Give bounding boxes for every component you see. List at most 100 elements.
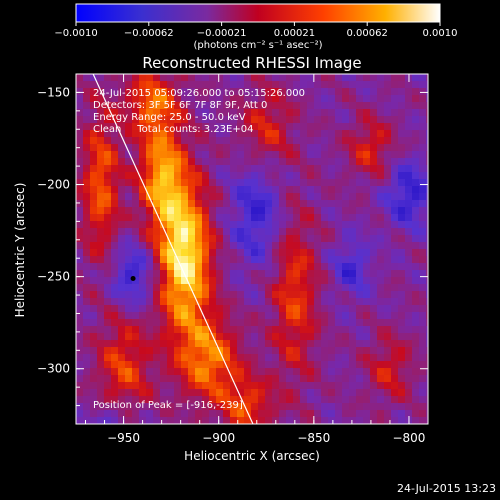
heatmap-cell xyxy=(272,284,280,292)
heatmap-cell xyxy=(300,144,308,152)
heatmap-cell xyxy=(349,368,357,376)
heatmap-cell xyxy=(195,277,203,285)
heatmap-cell xyxy=(188,319,196,327)
heatmap-cell xyxy=(202,361,210,369)
heatmap-cell xyxy=(76,193,84,201)
heatmap-cell xyxy=(272,305,280,313)
heatmap-cell xyxy=(314,270,322,278)
heatmap-cell xyxy=(104,144,112,152)
heatmap-cell xyxy=(167,165,175,173)
heatmap-cell xyxy=(195,88,203,96)
heatmap-cell xyxy=(258,144,266,152)
heatmap-cell xyxy=(377,102,385,110)
heatmap-cell xyxy=(307,165,315,173)
heatmap-cell xyxy=(146,144,154,152)
heatmap-cell xyxy=(104,270,112,278)
heatmap-cell xyxy=(202,207,210,215)
heatmap-cell xyxy=(426,305,428,313)
heatmap-cell xyxy=(356,214,364,222)
heatmap-cell xyxy=(307,375,315,383)
heatmap-cell xyxy=(370,242,378,250)
heatmap-cell xyxy=(230,410,238,418)
heatmap-cell xyxy=(335,151,343,159)
heatmap-cell xyxy=(405,326,413,334)
heatmap-cell xyxy=(286,74,294,82)
heatmap-cell xyxy=(293,81,301,89)
heatmap-cell xyxy=(314,312,322,320)
heatmap-cell xyxy=(76,109,84,117)
heatmap-cell xyxy=(97,361,105,369)
heatmap-cell xyxy=(405,193,413,201)
heatmap-cell xyxy=(167,396,175,404)
heatmap-cell xyxy=(307,417,315,424)
heatmap-cell xyxy=(300,228,308,236)
heatmap-cell xyxy=(167,326,175,334)
heatmap-cell xyxy=(125,361,133,369)
heatmap-cell xyxy=(251,81,259,89)
heatmap-cell xyxy=(153,214,161,222)
heatmap-cell xyxy=(209,403,217,411)
heatmap-cell xyxy=(286,165,294,173)
heatmap-cell xyxy=(181,375,189,383)
heatmap-cell xyxy=(97,305,105,313)
heatmap-cell xyxy=(398,277,406,285)
heatmap-cell xyxy=(244,207,252,215)
heatmap-cell xyxy=(153,417,161,424)
heatmap-cell xyxy=(265,116,273,124)
heatmap-cell xyxy=(412,81,420,89)
heatmap-cell xyxy=(118,102,126,110)
heatmap-cell xyxy=(230,263,238,271)
heatmap-cell xyxy=(202,417,210,424)
heatmap-cell xyxy=(356,375,364,383)
heatmap-cell xyxy=(412,389,420,397)
heatmap-cell xyxy=(307,347,315,355)
heatmap-cell xyxy=(83,305,91,313)
heatmap-cell xyxy=(426,242,428,250)
heatmap-cell xyxy=(83,249,91,257)
heatmap-cell xyxy=(125,81,133,89)
heatmap-cell xyxy=(251,410,259,418)
heatmap-cell xyxy=(146,291,154,299)
heatmap-cell xyxy=(90,403,98,411)
heatmap-image xyxy=(76,74,428,424)
heatmap-cell xyxy=(188,354,196,362)
heatmap-cell xyxy=(244,235,252,243)
heatmap-cell xyxy=(167,263,175,271)
heatmap-cell xyxy=(76,165,84,173)
heatmap-cell xyxy=(377,382,385,390)
heatmap-cell xyxy=(279,102,287,110)
heatmap-cell xyxy=(83,291,91,299)
heatmap-cell xyxy=(230,319,238,327)
heatmap-cell xyxy=(293,263,301,271)
heatmap-cell xyxy=(153,137,161,145)
heatmap-cell xyxy=(321,214,329,222)
heatmap-cell xyxy=(202,228,210,236)
heatmap-cell xyxy=(377,186,385,194)
heatmap-cell xyxy=(153,277,161,285)
heatmap-cell xyxy=(132,207,140,215)
heatmap-cell xyxy=(321,144,329,152)
heatmap-cell xyxy=(188,347,196,355)
heatmap-cell xyxy=(160,263,168,271)
heatmap-cell xyxy=(160,151,168,159)
heatmap-cell xyxy=(76,235,84,243)
heatmap-cell xyxy=(251,382,259,390)
heatmap-cell xyxy=(384,151,392,159)
heatmap-cell xyxy=(237,200,245,208)
heatmap-cell xyxy=(342,102,350,110)
heatmap-cell xyxy=(307,277,315,285)
heatmap-cell xyxy=(153,403,161,411)
y-tick-label: −300 xyxy=(37,362,70,376)
heatmap-cell xyxy=(202,305,210,313)
colorbar-tick-label: −0.00062 xyxy=(124,28,174,39)
heatmap-cell xyxy=(167,298,175,306)
heatmap-cell xyxy=(111,263,119,271)
heatmap-cell xyxy=(167,207,175,215)
heatmap-cell xyxy=(314,242,322,250)
heatmap-cell xyxy=(279,382,287,390)
heatmap-cell xyxy=(300,235,308,243)
heatmap-cell xyxy=(251,277,259,285)
heatmap-cell xyxy=(384,340,392,348)
heatmap-cell xyxy=(426,235,428,243)
heatmap-cell xyxy=(384,298,392,306)
